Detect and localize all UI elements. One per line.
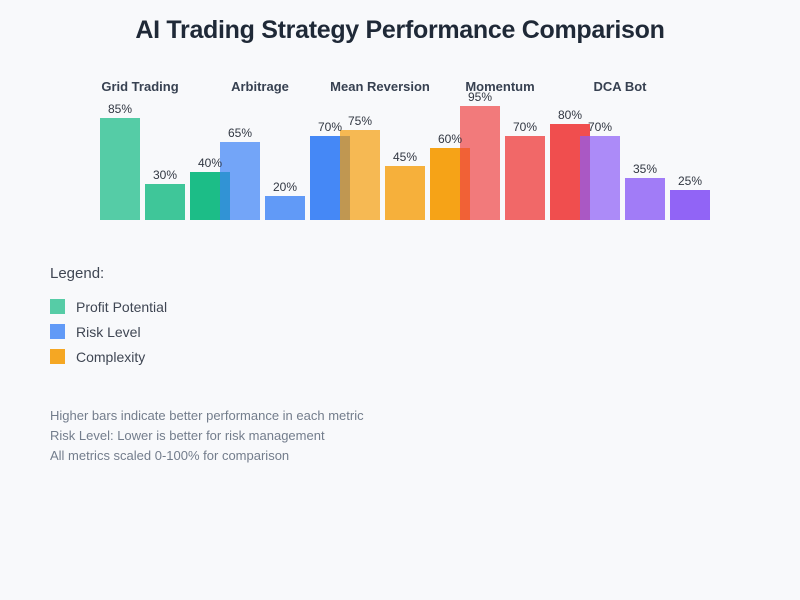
- category-label-momentum: Momentum: [465, 79, 535, 94]
- value-label-mean-reversion-complexity: 60%: [437, 132, 463, 146]
- value-label-momentum-risk-level: 70%: [512, 120, 538, 134]
- bar-momentum-risk-level: [505, 136, 545, 220]
- legend-swatch-risk-level: [50, 324, 65, 339]
- category-label-arbitrage: Arbitrage: [231, 79, 289, 94]
- value-label-dca-bot-complexity: 25%: [677, 174, 703, 188]
- bar-grid-trading-risk-level: [145, 184, 185, 220]
- bar-dca-bot-complexity: [670, 190, 710, 220]
- value-label-mean-reversion-risk-level: 45%: [392, 150, 418, 164]
- value-label-dca-bot-profit-potential: 70%: [587, 120, 613, 134]
- note-line-1: Higher bars indicate better performance …: [50, 408, 364, 423]
- legend-label-profit-potential: Profit Potential: [76, 298, 168, 315]
- bar-grid-trading-profit-potential: [100, 118, 140, 220]
- legend-heading: Legend:: [50, 265, 105, 282]
- chart-notes: Higher bars indicate better performance …: [50, 406, 364, 466]
- value-label-momentum-profit-potential: 95%: [467, 90, 493, 104]
- value-label-momentum-complexity: 80%: [557, 108, 583, 122]
- bar-mean-reversion-risk-level: [385, 166, 425, 220]
- legend-label-complexity: Complexity: [76, 348, 146, 365]
- legend: Legend: Profit Potential Risk Level Comp…: [50, 266, 167, 374]
- bar-momentum-profit-potential: [460, 106, 500, 220]
- chart-title: AI Trading Strategy Performance Comparis…: [135, 16, 665, 44]
- value-label-grid-trading-complexity: 40%: [197, 156, 223, 170]
- legend-swatch-profit-potential: [50, 299, 65, 314]
- category-label-dca-bot: DCA Bot: [593, 79, 647, 94]
- bar-arbitrage-profit-potential: [220, 142, 260, 220]
- bar-arbitrage-risk-level: [265, 196, 305, 220]
- category-label-mean-reversion: Mean Reversion: [330, 79, 430, 94]
- bar-mean-reversion-profit-potential: [340, 130, 380, 220]
- value-label-arbitrage-risk-level: 20%: [272, 180, 298, 194]
- note-line-3: All metrics scaled 0-100% for comparison: [50, 448, 290, 463]
- note-line-2: Risk Level: Lower is better for risk man…: [50, 428, 325, 443]
- value-label-dca-bot-risk-level: 35%: [632, 162, 658, 176]
- category-label-grid-trading: Grid Trading: [101, 79, 179, 94]
- legend-swatch-complexity: [50, 349, 65, 364]
- value-label-grid-trading-risk-level: 30%: [152, 168, 178, 182]
- value-label-grid-trading-profit-potential: 85%: [107, 102, 133, 116]
- legend-item-complexity: Complexity: [50, 348, 167, 365]
- value-label-arbitrage-complexity: 70%: [317, 120, 343, 134]
- bar-dca-bot-profit-potential: [580, 136, 620, 220]
- legend-label-risk-level: Risk Level: [76, 323, 141, 340]
- value-label-mean-reversion-profit-potential: 75%: [347, 114, 373, 128]
- legend-item-risk-level: Risk Level: [50, 323, 167, 340]
- legend-item-profit-potential: Profit Potential: [50, 298, 168, 315]
- value-label-arbitrage-profit-potential: 65%: [227, 126, 253, 140]
- bar-dca-bot-risk-level: [625, 178, 665, 220]
